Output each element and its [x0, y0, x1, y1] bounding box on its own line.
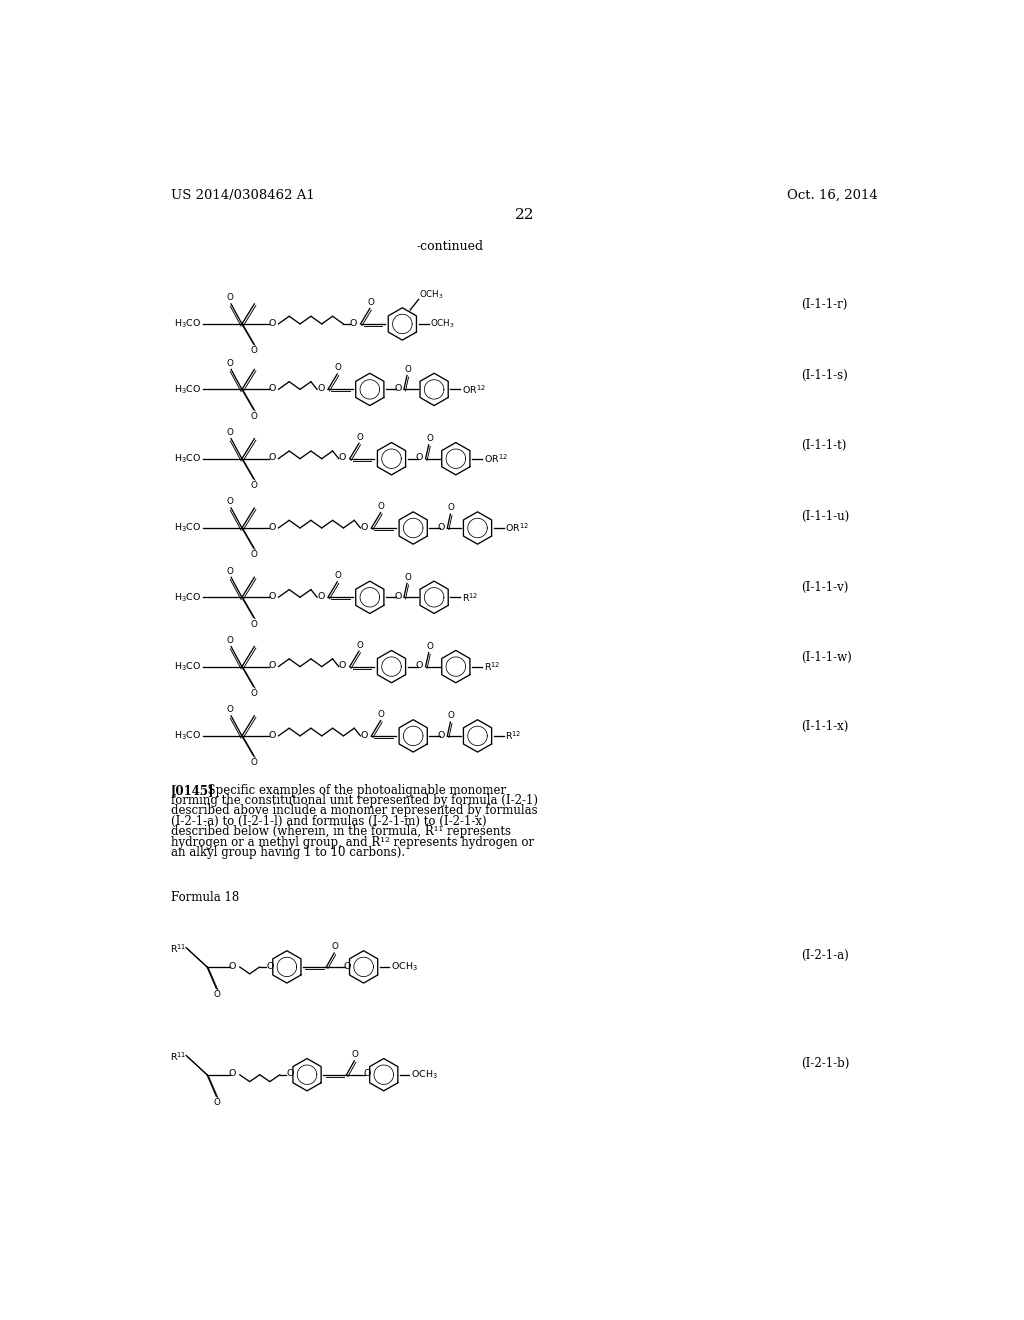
Text: O: O: [339, 661, 346, 671]
Text: O: O: [378, 502, 385, 511]
Text: O: O: [378, 710, 385, 719]
Text: O: O: [227, 636, 233, 645]
Text: O: O: [364, 1069, 371, 1078]
Text: O: O: [268, 593, 275, 601]
Text: Formula 18: Formula 18: [171, 891, 239, 904]
Text: O: O: [447, 711, 455, 721]
Text: -continued: -continued: [416, 240, 483, 252]
Text: O: O: [268, 384, 275, 393]
Text: (I-2-1-b): (I-2-1-b): [801, 1056, 849, 1069]
Text: Oct. 16, 2014: Oct. 16, 2014: [787, 189, 879, 202]
Text: O: O: [227, 566, 233, 576]
Text: O: O: [356, 640, 364, 649]
Text: O: O: [360, 731, 368, 739]
Text: O: O: [344, 962, 351, 970]
Text: (I-1-1-v): (I-1-1-v): [801, 581, 848, 594]
Text: (I-1-1-x): (I-1-1-x): [801, 721, 848, 733]
Text: O: O: [447, 503, 455, 512]
Text: O: O: [229, 962, 237, 970]
Text: O: O: [214, 990, 220, 999]
Text: O: O: [227, 293, 233, 302]
Text: OCH$_3$: OCH$_3$: [391, 961, 418, 973]
Text: O: O: [214, 1098, 220, 1107]
Text: described below (wherein, in the formula, R¹¹ represents: described below (wherein, in the formula…: [171, 825, 511, 838]
Text: H$_3$CO: H$_3$CO: [174, 521, 202, 535]
Text: OR$^{12}$: OR$^{12}$: [483, 453, 508, 465]
Text: [0145]: [0145]: [171, 784, 214, 797]
Text: forming the constitutional unit represented by formula (I-2-1): forming the constitutional unit represen…: [171, 795, 538, 807]
Text: H$_3$CO: H$_3$CO: [174, 453, 202, 465]
Text: O: O: [266, 962, 273, 970]
Text: Specific examples of the photoalignable monomer: Specific examples of the photoalignable …: [200, 784, 506, 797]
Text: O: O: [426, 642, 433, 651]
Text: (I-1-1-s): (I-1-1-s): [801, 370, 848, 381]
Text: O: O: [268, 731, 275, 739]
Text: O: O: [351, 1051, 358, 1059]
Text: R$^{11}$: R$^{11}$: [170, 942, 186, 954]
Text: O: O: [227, 428, 233, 437]
Text: OCH$_3$: OCH$_3$: [420, 289, 444, 301]
Text: O: O: [332, 942, 338, 952]
Text: O: O: [251, 759, 258, 767]
Text: O: O: [227, 498, 233, 507]
Text: O: O: [229, 1069, 237, 1078]
Text: O: O: [416, 454, 423, 462]
Text: O: O: [287, 1069, 294, 1078]
Text: O: O: [335, 363, 341, 372]
Text: O: O: [404, 573, 412, 582]
Text: 22: 22: [515, 207, 535, 222]
Text: H$_3$CO: H$_3$CO: [174, 591, 202, 603]
Text: O: O: [437, 523, 444, 532]
Text: hydrogen or a methyl group, and R¹² represents hydrogen or: hydrogen or a methyl group, and R¹² repr…: [171, 836, 534, 849]
Text: O: O: [356, 433, 364, 442]
Text: (I-1-1-t): (I-1-1-t): [801, 440, 846, 453]
Text: R$^{12}$: R$^{12}$: [506, 730, 522, 742]
Text: O: O: [251, 620, 258, 628]
Text: (I-2-1-a): (I-2-1-a): [801, 949, 849, 962]
Text: US 2014/0308462 A1: US 2014/0308462 A1: [171, 189, 314, 202]
Text: O: O: [368, 298, 374, 306]
Text: O: O: [339, 454, 346, 462]
Text: R$^{11}$: R$^{11}$: [170, 1049, 186, 1063]
Text: H$_3$CO: H$_3$CO: [174, 318, 202, 330]
Text: O: O: [227, 359, 233, 368]
Text: R$^{12}$: R$^{12}$: [462, 591, 478, 603]
Text: O: O: [268, 318, 275, 327]
Text: (I-1-1-w): (I-1-1-w): [801, 651, 851, 664]
Text: H$_3$CO: H$_3$CO: [174, 660, 202, 673]
Text: O: O: [416, 661, 423, 671]
Text: O: O: [251, 550, 258, 560]
Text: O: O: [268, 454, 275, 462]
Text: (I-2-1-a) to (I-2-1-l) and formulas (I-2-1-m) to (I-2-1-x): (I-2-1-a) to (I-2-1-l) and formulas (I-2…: [171, 814, 486, 828]
Text: R$^{12}$: R$^{12}$: [483, 660, 500, 673]
Text: OR$^{12}$: OR$^{12}$: [506, 521, 529, 535]
Text: O: O: [251, 482, 258, 490]
Text: (I-1-1-r): (I-1-1-r): [801, 298, 847, 312]
Text: O: O: [227, 705, 233, 714]
Text: O: O: [335, 572, 341, 581]
Text: H$_3$CO: H$_3$CO: [174, 730, 202, 742]
Text: O: O: [350, 318, 357, 327]
Text: O: O: [251, 689, 258, 698]
Text: OCH$_3$: OCH$_3$: [411, 1068, 438, 1081]
Text: H$_3$CO: H$_3$CO: [174, 383, 202, 396]
Text: O: O: [268, 523, 275, 532]
Text: O: O: [426, 434, 433, 444]
Text: O: O: [251, 412, 258, 421]
Text: O: O: [394, 384, 401, 393]
Text: an alkyl group having 1 to 10 carbons).: an alkyl group having 1 to 10 carbons).: [171, 846, 404, 859]
Text: O: O: [268, 661, 275, 671]
Text: (I-1-1-u): (I-1-1-u): [801, 510, 849, 523]
Text: O: O: [404, 364, 412, 374]
Text: O: O: [251, 346, 258, 355]
Text: O: O: [394, 593, 401, 601]
Text: described above include a monomer represented by formulas: described above include a monomer repres…: [171, 804, 538, 817]
Text: O: O: [360, 523, 368, 532]
Text: O: O: [317, 384, 325, 393]
Text: O: O: [317, 593, 325, 601]
Text: O: O: [437, 731, 444, 739]
Text: OR$^{12}$: OR$^{12}$: [462, 383, 486, 396]
Text: OCH$_3$: OCH$_3$: [430, 318, 456, 330]
